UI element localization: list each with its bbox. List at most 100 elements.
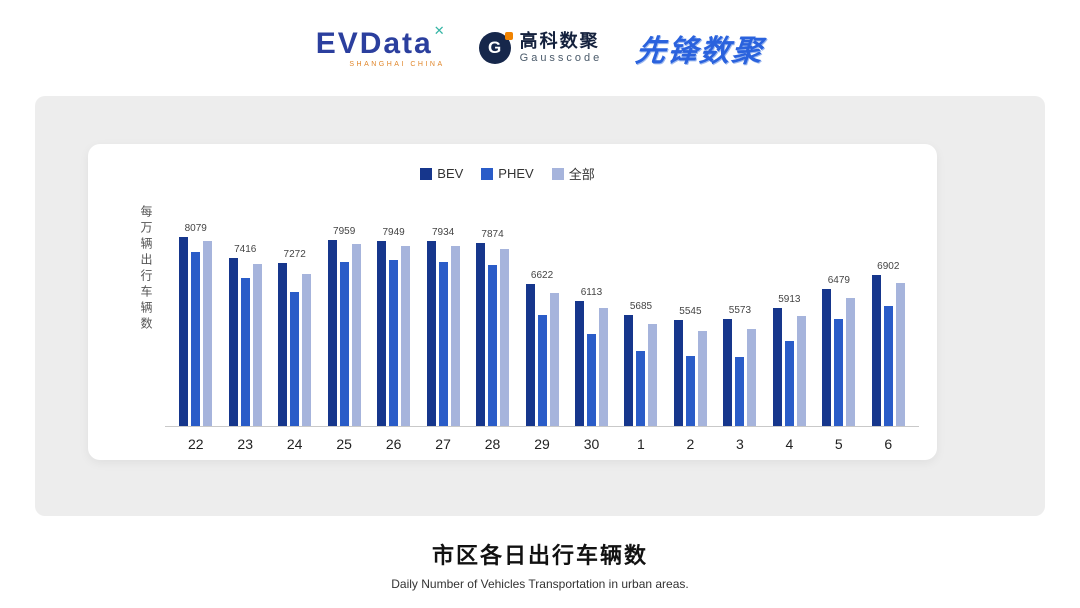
gausscode-name-cn: 高科数聚 [519, 31, 600, 52]
bar-全部 [598, 308, 608, 426]
value-label: 5545 [679, 306, 702, 317]
bar-BEV [772, 308, 782, 426]
value-label: 6479 [827, 275, 850, 286]
xianfeng-logo: 先锋数聚 [634, 35, 766, 68]
footer: 市区各日出行车辆数 Daily Number of Vehicles Trans… [0, 538, 1080, 591]
legend-item-bev[interactable]: BEV [420, 166, 463, 181]
value-label: 6902 [877, 261, 900, 272]
bar-group: 7934 [418, 227, 467, 426]
bar-全部 [450, 246, 460, 426]
chart-legend: BEV PHEV 全部 [88, 158, 927, 193]
bar-group: 5685 [616, 301, 665, 426]
value-label: 8079 [184, 223, 207, 234]
evdata-logo: EVData ✕ SHANGHAI CHINA [316, 23, 445, 68]
bar-BEV [476, 243, 486, 426]
bar-group: 7874 [468, 229, 517, 426]
bar-全部 [648, 324, 658, 426]
chart-title: 市区各日出行车辆数 [431, 543, 648, 568]
gausscode-icon: G [478, 31, 513, 64]
value-label: 7949 [382, 227, 405, 238]
bar-group: 7416 [220, 244, 269, 426]
bar-group: 6113 [567, 287, 616, 426]
bar-全部 [401, 246, 411, 426]
bar-group: 5573 [715, 305, 764, 426]
bar-BEV [525, 284, 535, 426]
x-tick-label: 23 [237, 436, 253, 452]
bar-全部 [747, 329, 757, 426]
y-axis-label: 每万辆出行车辆数 [139, 205, 153, 333]
bar-全部 [846, 298, 856, 426]
bar-BEV [179, 237, 189, 426]
bar-全部 [500, 249, 510, 426]
bar-group: 5913 [765, 294, 814, 426]
bar-group: 6479 [814, 275, 863, 426]
value-label: 7416 [234, 244, 257, 255]
bar-全部 [697, 331, 707, 426]
legend-item-phev[interactable]: PHEV [481, 166, 534, 181]
value-label: 6113 [580, 287, 603, 298]
chart-card: BEV PHEV 全部 每万辆出行车辆数 8079 7416 7272 7959 794… [88, 144, 937, 460]
bar-PHEV [586, 334, 596, 426]
evdata-spark-icon: ✕ [433, 22, 445, 38]
gausscode-logo: G 高科数聚 Gausscode [478, 31, 603, 65]
x-tick-label: 30 [583, 436, 600, 452]
bar-全部 [203, 241, 213, 426]
bar-PHEV [834, 319, 844, 426]
x-tick-label: 6 [884, 436, 893, 452]
bar-PHEV [636, 351, 646, 426]
x-tick-label: 2 [686, 436, 695, 452]
chart-body: 每万辆出行车辆数 8079 7416 7272 7959 7949 7934 7874 662… [88, 193, 927, 452]
bar-全部 [796, 316, 806, 426]
bar-PHEV [685, 356, 695, 426]
x-tick-label: 3 [735, 436, 744, 452]
bar-PHEV [438, 262, 448, 426]
value-label: 7934 [431, 227, 455, 238]
bar-PHEV [339, 262, 349, 426]
bar-BEV [327, 240, 337, 426]
chart-panel: BEV PHEV 全部 每万辆出行车辆数 8079 7416 7272 7959 794… [35, 96, 1045, 516]
x-tick-label: 29 [534, 436, 550, 452]
bar-group: 7949 [369, 227, 418, 426]
evdata-tagline: SHANGHAI CHINA [349, 60, 445, 68]
bar-PHEV [735, 357, 745, 426]
bar-group: 6902 [864, 261, 913, 426]
legend-swatch-phev [481, 167, 494, 180]
bar-BEV [574, 301, 584, 426]
bar-PHEV [240, 278, 250, 426]
x-tick-label: 25 [336, 436, 352, 452]
value-label: 5913 [778, 294, 801, 305]
bar-BEV [673, 320, 683, 426]
bar-group: 5545 [666, 306, 715, 426]
x-tick-label: 4 [785, 436, 794, 452]
bar-BEV [723, 319, 733, 426]
x-tick-label: 28 [484, 436, 501, 452]
bar-BEV [426, 241, 436, 426]
bar-group: 7959 [319, 226, 368, 426]
gausscode-name-en: Gausscode [519, 52, 603, 65]
bar-PHEV [191, 252, 201, 426]
value-label: 7959 [333, 226, 356, 237]
x-tick-label: 5 [834, 436, 843, 452]
legend-label-phev: PHEV [498, 166, 534, 181]
x-axis: 22 23 24 25 26 27 28 29 30 1 2 3 4 5 6 [165, 427, 919, 452]
bar-BEV [278, 263, 288, 426]
legend-label-bev: BEV [437, 166, 464, 181]
bar-group: 8079 [171, 223, 220, 426]
legend-item-all[interactable]: 全部 [551, 164, 595, 183]
bar-全部 [549, 293, 559, 426]
x-tick-label: 24 [286, 436, 303, 452]
bar-BEV [377, 241, 387, 426]
x-tick-label: 26 [385, 436, 402, 452]
bar-PHEV [537, 315, 547, 426]
bar-PHEV [784, 341, 794, 426]
bar-PHEV [488, 265, 498, 426]
bar-PHEV [883, 306, 893, 426]
bar-BEV [871, 275, 881, 426]
value-label: 6622 [530, 270, 554, 281]
bar-PHEV [290, 292, 300, 426]
x-tick-label: 22 [187, 436, 204, 452]
value-label: 7272 [283, 249, 306, 260]
chart-subtitle: Daily Number of Vehicles Transportation … [391, 577, 689, 591]
bar-全部 [895, 283, 905, 426]
bar-全部 [351, 244, 361, 426]
